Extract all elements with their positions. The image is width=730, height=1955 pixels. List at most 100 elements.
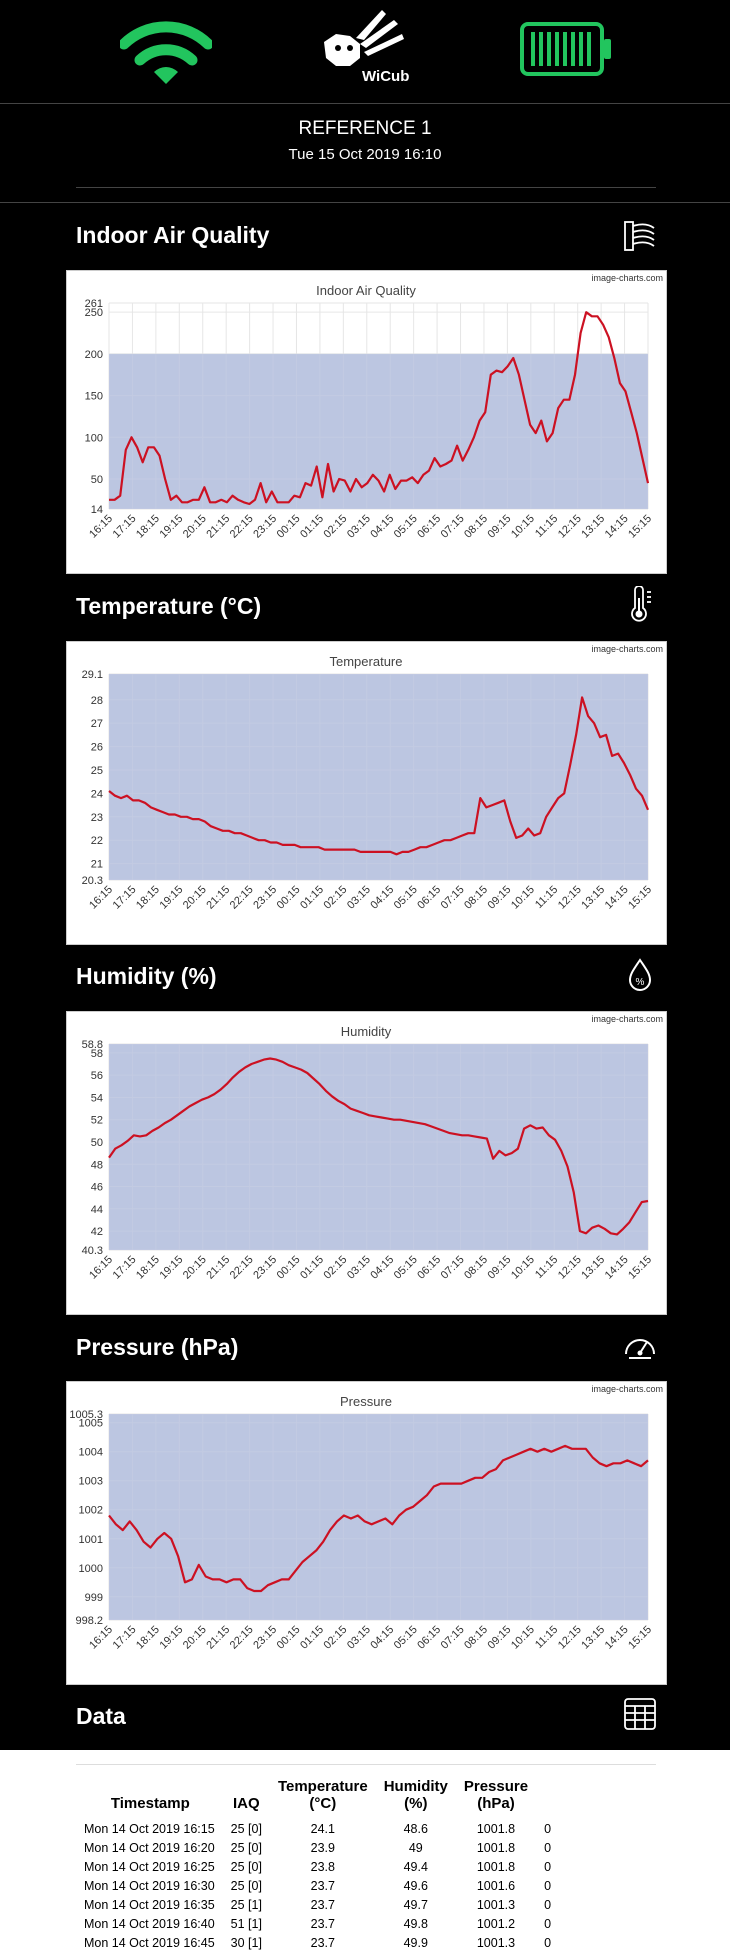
x-tick-label: 09:15	[486, 513, 514, 541]
y-tick-label: 1005	[79, 1418, 103, 1430]
table-cell: 23.7	[310, 1936, 335, 1950]
x-tick-label: 14:15	[603, 884, 631, 912]
table-row: Mon 14 Oct 2019 16:30 25 [0] 23.7 49.6 1001.…	[78, 1877, 559, 1896]
y-tick-label: 100	[85, 432, 103, 444]
table-header-row: Timestamp IAQ Temperature (°C) Humidity (%) Pr…	[78, 1778, 559, 1820]
table-cell: 25 [0]	[230, 1879, 262, 1893]
battery-icon	[520, 22, 611, 76]
x-tick-label: 22:15	[228, 513, 256, 541]
y-tick-label: 29.1	[82, 669, 103, 681]
x-tick-label: 16:15	[87, 1254, 115, 1282]
x-tick-label: 16:15	[87, 1624, 115, 1652]
x-tick-label: 08:15	[462, 513, 490, 541]
x-tick-label: 03:15	[345, 1624, 373, 1652]
column-header	[536, 1778, 559, 1820]
x-tick-label: 04:15	[368, 1624, 396, 1652]
table-cell: 48.6	[403, 1822, 428, 1836]
humidity-chart-svg: image-charts.com Humidity 40.3 42 44 46 48 50 52…	[82, 1014, 663, 1282]
x-tick-label: 15:15	[626, 884, 654, 912]
x-tick-label: 13:15	[579, 1254, 607, 1282]
table-icon	[624, 1698, 656, 1730]
y-tick-label: 26	[91, 742, 103, 754]
y-tick-label: 1001	[79, 1534, 103, 1546]
x-tick-label: 02:15	[322, 1254, 350, 1282]
x-tick-label: 00:15	[275, 1254, 303, 1282]
x-tick-label: 13:15	[579, 513, 607, 541]
column-header-text: Temperature	[277, 1778, 368, 1795]
table-cell: 49.9	[403, 1936, 428, 1950]
table-cell: 51 [1]	[230, 1917, 262, 1931]
chart-watermark: image-charts.com	[591, 1384, 663, 1394]
y-tick-label: 25	[91, 765, 103, 777]
table-cell: 0	[544, 1917, 552, 1931]
x-tick-label: 17:15	[111, 884, 139, 912]
chart-plot-fill	[109, 1044, 648, 1250]
y-tick-label: 14	[91, 504, 103, 516]
table-row: Mon 14 Oct 2019 16:25 25 [0] 23.8 49.4 1001.…	[78, 1858, 559, 1877]
data-section-title: Data	[76, 1703, 126, 1729]
x-tick-label: 13:15	[579, 1624, 607, 1652]
x-tick-label: 07:15	[439, 884, 467, 912]
x-tick-label: 15:15	[626, 513, 654, 541]
x-tick-label: 19:15	[157, 1624, 185, 1652]
column-header: Humidity (%)	[376, 1778, 456, 1820]
table-cell: 1001.8	[476, 1860, 516, 1874]
x-tick-label: 05:15	[392, 1624, 420, 1652]
y-tick-label: 1004	[79, 1447, 103, 1459]
x-tick-label: 01:15	[298, 513, 326, 541]
x-tick-label: 10:15	[509, 513, 537, 541]
y-tick-label: 58.8	[82, 1039, 103, 1051]
x-tick-label: 06:15	[415, 1254, 443, 1282]
x-tick-label: 12:15	[556, 1254, 584, 1282]
x-tick-label: 17:15	[111, 1254, 139, 1282]
column-header: IAQ	[223, 1778, 270, 1820]
y-tick-label: 1005.3	[69, 1409, 103, 1421]
x-tick-label: 08:15	[462, 1254, 490, 1282]
table-cell: 0	[544, 1898, 552, 1912]
y-tick-label: 54	[91, 1092, 103, 1104]
y-tick-label: 999	[85, 1592, 103, 1604]
table-cell: Mon 14 Oct 2019 16:40	[84, 1917, 215, 1931]
x-tick-label: 17:15	[111, 513, 139, 541]
table-cell: 23.7	[310, 1879, 335, 1893]
table-cell: 1001.8	[476, 1822, 516, 1836]
x-tick-label: 20:15	[181, 513, 209, 541]
y-tick-label: 42	[91, 1226, 103, 1238]
table-cell: 49.7	[403, 1898, 428, 1912]
section-divider	[0, 202, 730, 203]
table-row: Mon 14 Oct 2019 16:20 25 [0] 23.9 49 1001.8 0	[78, 1839, 559, 1858]
series-line	[109, 311, 650, 506]
x-tick-label: 09:15	[486, 1254, 514, 1282]
x-tick-label: 09:15	[486, 884, 514, 912]
y-tick-label: 200	[85, 349, 103, 361]
table-cell: 1001.6	[476, 1879, 516, 1893]
chart-title: Indoor Air Quality	[316, 283, 416, 298]
x-tick-label: 14:15	[603, 513, 631, 541]
table-cell: Mon 14 Oct 2019 16:30	[84, 1879, 215, 1893]
temperature-chart: image-charts.com Temperature 20.3 21 22 23 24 2…	[66, 641, 667, 945]
chart-watermark: image-charts.com	[591, 1014, 663, 1024]
top-bar: WiCub	[0, 0, 730, 103]
x-tick-label: 11:15	[533, 1624, 560, 1651]
table-cell: 0	[544, 1879, 552, 1893]
y-tick-label: 1002	[79, 1505, 103, 1517]
table-row: Mon 14 Oct 2019 16:15 25 [0] 24.1 48.6 1001.…	[78, 1820, 559, 1839]
gauge-icon	[625, 1339, 655, 1359]
column-header: Temperature (°C)	[270, 1778, 376, 1820]
x-tick-label: 07:15	[439, 1624, 467, 1652]
title-divider	[76, 187, 656, 188]
x-tick-label: 22:15	[228, 884, 256, 912]
y-tick-label: 40.3	[82, 1245, 103, 1257]
x-tick-label: 19:15	[157, 1254, 185, 1282]
chart-plot-fill	[109, 674, 648, 880]
droplet-icon: %	[628, 958, 652, 991]
x-tick-label: 05:15	[392, 1254, 420, 1282]
wifi-icon	[120, 21, 212, 84]
y-tick-label: 22	[91, 835, 103, 847]
table-row: Mon 14 Oct 2019 16:45 30 [1] 23.7 49.9 1001.…	[78, 1934, 559, 1953]
x-tick-label: 08:15	[462, 884, 490, 912]
table-cell: 0	[544, 1860, 552, 1874]
x-tick-label: 22:15	[228, 1254, 256, 1282]
x-tick-label: 03:15	[345, 1254, 373, 1282]
x-tick-label: 20:15	[181, 1254, 209, 1282]
